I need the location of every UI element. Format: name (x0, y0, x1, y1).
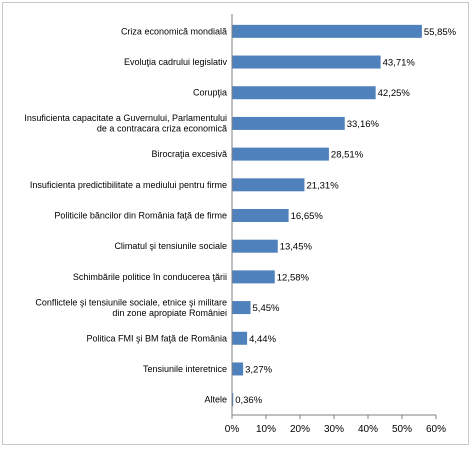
bar (232, 270, 275, 284)
category-label: din zone apropiate României (112, 308, 227, 318)
data-label: 5,45% (253, 303, 280, 314)
x-tick-label: 40% (358, 424, 378, 435)
data-label: 3,27% (245, 364, 272, 375)
data-label: 4,44% (249, 334, 276, 345)
category-label: Insuficienta predictibilitate a mediului… (30, 180, 227, 190)
x-tick-label: 60% (426, 424, 446, 435)
category-label: Birocraţia excesivă (151, 149, 227, 159)
data-label: 0,36% (235, 395, 262, 406)
bar (232, 301, 251, 315)
data-label: 55,85% (424, 27, 457, 38)
category-label: Politica FMI şi BM faţă de România (86, 333, 227, 343)
bar (232, 24, 422, 38)
bar (232, 147, 329, 161)
bar (232, 178, 305, 192)
category-label: Tensiunile interetnice (143, 364, 227, 374)
bar (232, 362, 244, 376)
x-tick-label: 20% (290, 424, 310, 435)
category-label: Climatul şi tensiunile sociale (114, 241, 227, 251)
x-tick-label: 50% (392, 424, 412, 435)
bar (232, 116, 345, 130)
bar (232, 55, 381, 69)
data-label: 28,51% (331, 150, 364, 161)
chart-frame (2, 2, 469, 445)
category-label: Criza economică mondială (121, 26, 227, 36)
data-label: 12,58% (277, 272, 310, 283)
data-label: 33,16% (347, 119, 380, 130)
category-label: Corupţia (193, 88, 227, 98)
x-tick-label: 10% (256, 424, 276, 435)
category-label: de a contracara criza economică (97, 124, 227, 134)
category-label: Evoluţia cadrului legislativ (124, 57, 228, 67)
category-label: Insuficienta capacitate a Guvernului, Pa… (24, 113, 227, 123)
x-tick-label: 0% (225, 424, 240, 435)
data-label: 13,45% (280, 242, 313, 253)
bar (232, 86, 376, 100)
data-label: 16,65% (291, 211, 324, 222)
category-label: Conflictele şi tensiunile sociale, etnic… (35, 297, 227, 307)
bar (232, 239, 278, 253)
category-label: Altele (204, 395, 227, 405)
bar (232, 393, 234, 407)
x-tick-label: 30% (324, 424, 344, 435)
category-label: Politicile băncilor din România faţă de … (54, 211, 227, 221)
bar (232, 331, 248, 345)
data-label: 21,31% (306, 180, 339, 191)
data-label: 42,25% (378, 88, 411, 99)
category-label: Schimbările politice în conducerea ţării (73, 272, 227, 282)
bar (232, 209, 289, 222)
data-label: 43,71% (383, 58, 416, 69)
